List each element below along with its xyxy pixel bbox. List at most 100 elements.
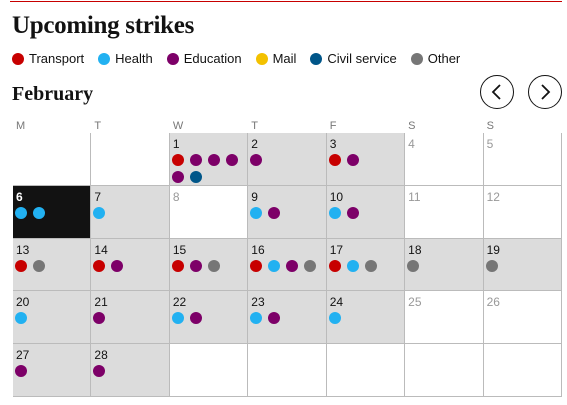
- day-cell: 5: [483, 133, 562, 186]
- day-cell: 26: [483, 291, 562, 345]
- weekday-label: T: [251, 120, 259, 132]
- day-cell: 11: [405, 185, 484, 239]
- strike-dot: [171, 259, 184, 272]
- legend-label: Civil service: [327, 51, 397, 66]
- strike-dots: [250, 259, 326, 272]
- day-number: 1: [172, 137, 180, 151]
- day-cell: 1: [169, 133, 249, 186]
- prev-month-button[interactable]: [480, 75, 514, 109]
- strike-dot: [15, 365, 27, 378]
- weekday-label: T: [94, 120, 102, 132]
- day-cell: 10: [326, 185, 406, 239]
- day-number: 4: [408, 137, 415, 151]
- legend-label: Transport: [29, 51, 85, 66]
- weekday-label: W: [172, 120, 184, 132]
- strike-dot: [171, 312, 184, 325]
- day-cell: 7: [91, 185, 170, 239]
- strike-dot: [15, 259, 27, 272]
- strike-dot: [225, 154, 238, 166]
- strike-dots: [171, 312, 248, 325]
- strike-dot: [250, 312, 263, 325]
- strike-dot: [346, 206, 359, 219]
- day-cell: 12: [483, 185, 562, 239]
- next-month-button[interactable]: [528, 75, 562, 109]
- strike-dot: [328, 154, 341, 166]
- strike-dot: [364, 259, 377, 272]
- strike-dot: [328, 312, 341, 325]
- day-cell: 15: [169, 238, 249, 292]
- strike-dots: [250, 154, 326, 166]
- strike-dots: [93, 259, 169, 272]
- day-number: 24: [329, 295, 344, 310]
- strike-dots: [93, 206, 169, 219]
- day-cell: 21: [91, 291, 170, 345]
- calendar-grid: 1 2 3 4 5 6 7 8 9 10 11 12 13 14 15 16 17 18 19 20 21 22 23 24 2…: [13, 133, 562, 397]
- strike-dot: [189, 259, 202, 272]
- legend-dot: [166, 52, 179, 65]
- strike-dot: [15, 312, 27, 325]
- day-number: 16: [251, 242, 265, 257]
- day-cell: 3: [326, 133, 406, 186]
- strike-dot: [189, 171, 202, 183]
- strike-dot: [33, 206, 45, 219]
- legend-item: Education: [166, 51, 242, 66]
- day-number: 2: [251, 137, 258, 151]
- day-number: 8: [172, 189, 180, 204]
- day-cell: 25: [405, 291, 484, 345]
- strike-dots: [328, 154, 405, 166]
- day-number: 26: [486, 295, 500, 310]
- legend-dot: [310, 52, 323, 65]
- day-number: 13: [16, 242, 30, 257]
- strike-dot: [250, 154, 263, 166]
- weekday-label: S: [486, 120, 494, 132]
- strike-dots: [15, 365, 91, 378]
- strike-dots: [328, 312, 405, 325]
- strike-dot: [328, 206, 341, 219]
- day-cell: 17: [326, 238, 406, 292]
- day-cell: 13: [13, 238, 92, 292]
- legend-dot: [410, 52, 423, 65]
- strike-dot: [93, 312, 106, 325]
- day-cell: 8: [169, 185, 249, 239]
- strike-dots: [407, 259, 483, 272]
- day-cell: 19: [483, 238, 562, 292]
- day-cell: 23: [248, 291, 327, 345]
- legend: Transport Health Education Mail Civil servic…: [12, 51, 460, 66]
- weekday-label: S: [408, 120, 416, 132]
- strike-dot: [268, 259, 281, 272]
- weekday-label: F: [329, 120, 337, 132]
- legend-label: Mail: [272, 51, 297, 66]
- strike-dot: [189, 154, 202, 166]
- legend-item: Health: [98, 51, 153, 66]
- strike-dot: [286, 259, 299, 272]
- day-cell: [248, 344, 327, 397]
- day-cell: 2: [248, 133, 327, 186]
- legend-item: Civil service: [310, 51, 397, 66]
- strike-dots: [171, 259, 248, 272]
- day-number: 17: [329, 242, 344, 257]
- strike-dot: [15, 206, 27, 219]
- strike-dot: [268, 312, 281, 325]
- strike-dot: [346, 259, 359, 272]
- day-cell: 9: [248, 185, 327, 239]
- legend-dot: [98, 52, 111, 65]
- day-cell: [483, 344, 562, 397]
- strike-dot: [93, 259, 106, 272]
- strike-dots: [15, 206, 91, 219]
- day-number: 9: [251, 189, 258, 204]
- legend-label: Health: [115, 51, 153, 66]
- day-cell: [326, 344, 406, 397]
- day-cell: 27: [13, 344, 92, 397]
- strike-dot: [250, 259, 263, 272]
- legend-item: Mail: [255, 51, 297, 66]
- day-number: 20: [16, 295, 30, 310]
- strike-dot: [207, 259, 220, 272]
- day-cell: 20: [13, 291, 92, 345]
- strike-dots: [485, 259, 562, 272]
- day-number: 12: [486, 189, 500, 204]
- day-cell: 28: [91, 344, 170, 397]
- day-number: 6: [16, 189, 23, 204]
- day-number: 21: [94, 295, 108, 310]
- top-rule: [10, 1, 562, 2]
